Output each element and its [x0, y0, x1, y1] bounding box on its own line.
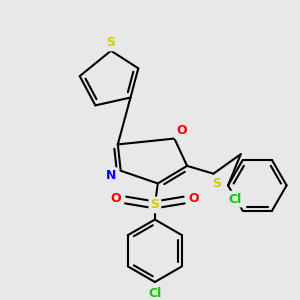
- Text: S: S: [106, 36, 116, 50]
- Text: O: O: [176, 124, 187, 137]
- Text: S: S: [150, 198, 159, 212]
- Text: S: S: [212, 177, 221, 190]
- Text: O: O: [110, 192, 121, 205]
- Text: Cl: Cl: [228, 193, 242, 206]
- Text: Cl: Cl: [148, 287, 161, 300]
- Text: N: N: [106, 169, 116, 182]
- Text: O: O: [189, 192, 199, 205]
